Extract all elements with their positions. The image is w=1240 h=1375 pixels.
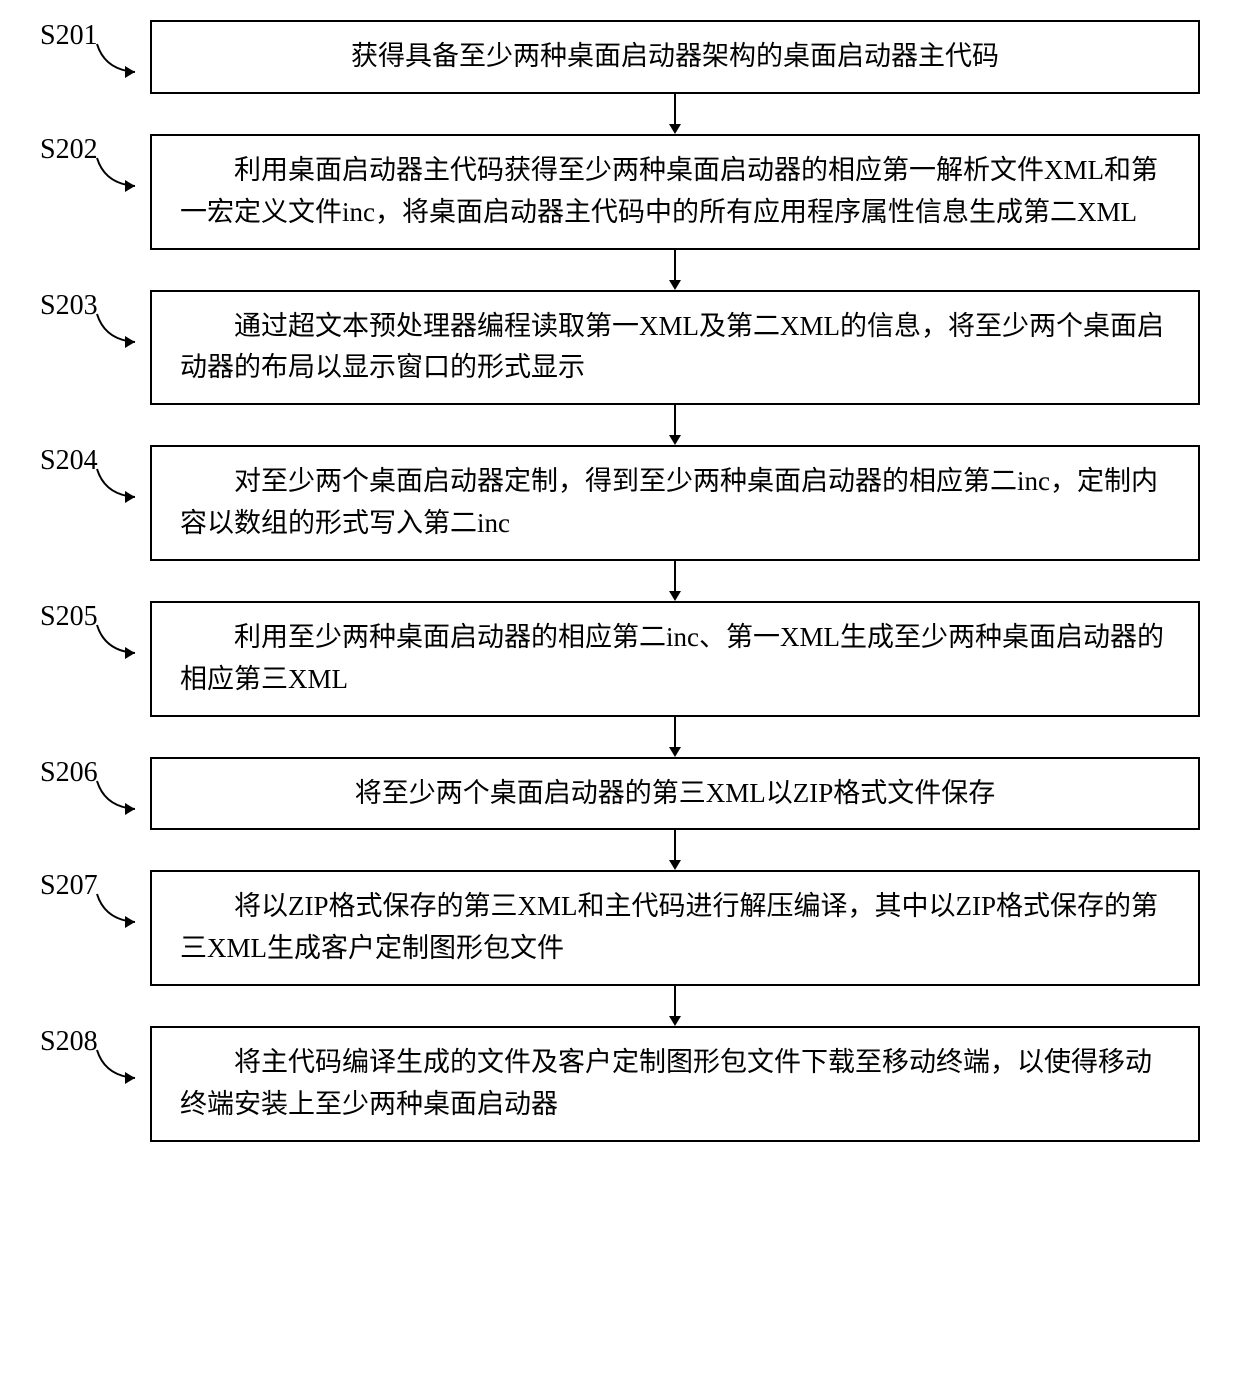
connector-arrow — [40, 94, 1200, 134]
step-row-s208: S208 将主代码编译生成的文件及客户定制图形包文件下载至移动终端，以使得移动终… — [40, 1026, 1200, 1142]
step-label: S208 — [40, 1026, 120, 1058]
connector-arrow — [40, 830, 1200, 870]
connector-arrow — [40, 561, 1200, 601]
step-box: 通过超文本预处理器编程读取第一XML及第二XML的信息，将至少两个桌面启动器的布… — [150, 290, 1200, 406]
step-label: S205 — [40, 601, 120, 633]
step-label: S201 — [40, 20, 120, 52]
step-row-s201: S201 获得具备至少两种桌面启动器架构的桌面启动器主代码 — [40, 20, 1200, 94]
step-label: S206 — [40, 757, 120, 789]
step-label: S203 — [40, 290, 120, 322]
connector-arrow — [40, 986, 1200, 1026]
step-box: 获得具备至少两种桌面启动器架构的桌面启动器主代码 — [150, 20, 1200, 94]
step-box: 将主代码编译生成的文件及客户定制图形包文件下载至移动终端，以使得移动终端安装上至… — [150, 1026, 1200, 1142]
step-row-s204: S204 对至少两个桌面启动器定制，得到至少两种桌面启动器的相应第二inc，定制… — [40, 445, 1200, 561]
step-label: S207 — [40, 870, 120, 902]
step-row-s203: S203 通过超文本预处理器编程读取第一XML及第二XML的信息，将至少两个桌面… — [40, 290, 1200, 406]
step-box: 将至少两个桌面启动器的第三XML以ZIP格式文件保存 — [150, 757, 1200, 831]
flowchart-container: S201 获得具备至少两种桌面启动器架构的桌面启动器主代码 S202 利用桌面启动器… — [40, 20, 1200, 1142]
step-box: 对至少两个桌面启动器定制，得到至少两种桌面启动器的相应第二inc，定制内容以数组… — [150, 445, 1200, 561]
step-label: S202 — [40, 134, 120, 166]
step-row-s206: S206 将至少两个桌面启动器的第三XML以ZIP格式文件保存 — [40, 757, 1200, 831]
connector-arrow — [40, 250, 1200, 290]
step-box: 将以ZIP格式保存的第三XML和主代码进行解压编译，其中以ZIP格式保存的第三X… — [150, 870, 1200, 986]
step-row-s207: S207 将以ZIP格式保存的第三XML和主代码进行解压编译，其中以ZIP格式保… — [40, 870, 1200, 986]
connector-arrow — [40, 717, 1200, 757]
step-row-s202: S202 利用桌面启动器主代码获得至少两种桌面启动器的相应第一解析文件XML和第… — [40, 134, 1200, 250]
connector-arrow — [40, 405, 1200, 445]
step-box: 利用桌面启动器主代码获得至少两种桌面启动器的相应第一解析文件XML和第一宏定义文… — [150, 134, 1200, 250]
step-label: S204 — [40, 445, 120, 477]
step-row-s205: S205 利用至少两种桌面启动器的相应第二inc、第一XML生成至少两种桌面启动… — [40, 601, 1200, 717]
step-box: 利用至少两种桌面启动器的相应第二inc、第一XML生成至少两种桌面启动器的相应第… — [150, 601, 1200, 717]
